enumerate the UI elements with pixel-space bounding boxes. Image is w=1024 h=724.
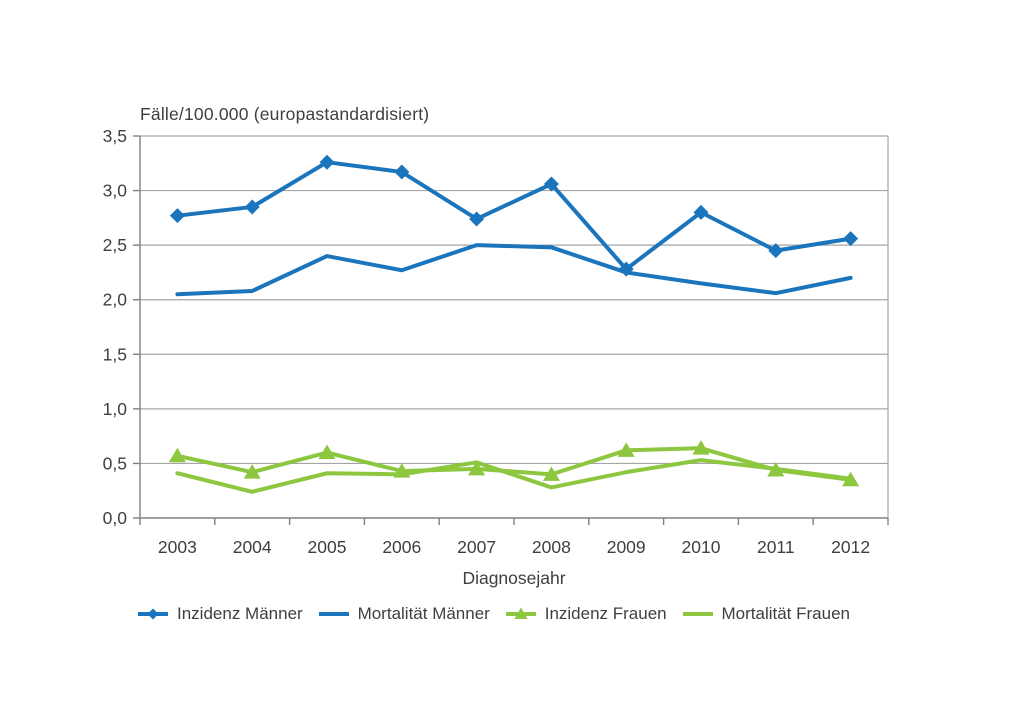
series-line-0: [175, 160, 853, 272]
series-line-3: [175, 458, 853, 494]
triangle-marker: [842, 471, 860, 487]
diamond-marker: [319, 154, 335, 170]
legend-item-inzidenz-maenner: Inzidenz Männer: [138, 604, 303, 624]
diamond-marker: [618, 261, 634, 277]
x-tick-label: 2007: [457, 537, 496, 557]
x-tick-label: 2005: [308, 537, 347, 557]
y-tick-label: 0,5: [103, 453, 127, 473]
x-tick-label: 2008: [532, 537, 571, 557]
x-tick-label: 2006: [382, 537, 421, 557]
legend-marker: [147, 608, 159, 620]
triangle-marker: [168, 447, 186, 463]
legend-label: Mortalität Männer: [357, 604, 490, 623]
y-tick-label: 2,5: [103, 235, 127, 255]
y-tick-label: 1,0: [103, 399, 128, 419]
diamond-marker: [169, 208, 185, 224]
line-marker-icon: [682, 612, 713, 616]
triangle-marker: [767, 461, 785, 477]
triangle-marker: [393, 463, 411, 478]
legend-label: Inzidenz Frauen: [544, 604, 667, 623]
y-tick-label: 0,0: [103, 508, 128, 528]
x-tick-label: 2009: [607, 537, 646, 557]
line-marker-icon: [318, 612, 349, 616]
x-tick-label: 2010: [682, 537, 721, 557]
series-line-2: [175, 446, 853, 482]
triangle-marker: [243, 464, 261, 479]
x-tick-label: 2012: [831, 537, 870, 557]
y-tick-label: 1,5: [103, 344, 127, 364]
x-tick-label: 2011: [757, 537, 795, 557]
x-tick-label: 2003: [158, 537, 197, 557]
diamond-marker: [543, 176, 559, 192]
diamond-marker: [394, 164, 410, 180]
legend-label: Mortalität Frauen: [721, 604, 851, 623]
y-tick-label: 2,0: [103, 290, 128, 310]
legend-marker: [514, 607, 528, 619]
diamond-marker: [469, 211, 485, 227]
diamond-marker: [244, 199, 260, 215]
triangle-marker: [468, 460, 486, 476]
legend-item-mortalitaet-maenner: Mortalität Männer: [318, 604, 490, 624]
diamond-marker: [768, 243, 784, 259]
diamond-marker: [843, 231, 859, 247]
diamond-marker: [693, 204, 709, 220]
legend: Inzidenz Männer Mortalität Männer Inzide…: [138, 604, 850, 624]
x-axis-title: Diagnosejahr: [462, 568, 566, 588]
line-diamond-marker-icon: [138, 608, 168, 620]
triangle-marker: [318, 444, 336, 460]
y-tick-label: 3,5: [103, 126, 127, 146]
legend-item-mortalitaet-frauen: Mortalität Frauen: [682, 604, 851, 624]
chart-title: Fälle/100.000 (europastandardisiert): [140, 104, 430, 124]
legend-item-inzidenz-frauen: Inzidenz Frauen: [505, 604, 667, 624]
triangle-marker: [692, 440, 710, 455]
legend-label: Inzidenz Männer: [177, 604, 303, 623]
triangle-marker: [617, 442, 635, 457]
x-tick-label: 2004: [233, 537, 272, 557]
series-line-1: [175, 243, 853, 297]
y-tick-label: 3,0: [103, 181, 128, 201]
line-triangle-marker-icon: [505, 607, 536, 619]
triangle-marker: [542, 466, 560, 481]
